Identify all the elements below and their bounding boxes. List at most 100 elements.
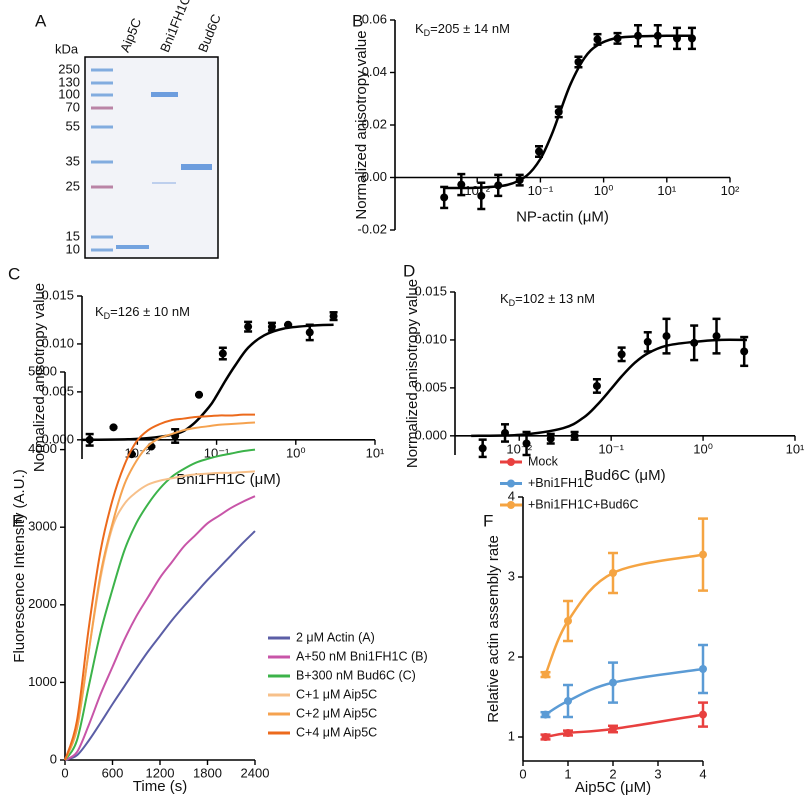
point [535, 147, 544, 156]
series-curve [544, 553, 704, 676]
point [541, 670, 550, 679]
y-tick-label: 1 [508, 728, 515, 743]
point [687, 34, 696, 43]
point [653, 31, 662, 40]
y-tick-label: 5000 [28, 363, 57, 378]
x-axis-title: Bni1FH1C (μM) [176, 471, 281, 488]
x-tick-label: 1 [564, 766, 571, 781]
point [494, 181, 503, 190]
annotation-part: D [104, 311, 111, 321]
x-axis-title: Aip5C (μM) [575, 779, 651, 796]
point [617, 350, 626, 359]
point [643, 337, 652, 346]
point [673, 34, 682, 43]
annotation-part: K [415, 21, 424, 36]
point [284, 320, 293, 329]
panel-label: C [8, 264, 20, 283]
legend-label: +Bni1FH1C [528, 476, 593, 490]
x-tick-label: 2400 [241, 765, 270, 780]
point [440, 193, 449, 202]
x-tick-label: 10⁰ [286, 445, 306, 460]
series-curve [544, 667, 704, 716]
point [690, 338, 699, 347]
y-tick-label: 2000 [28, 596, 57, 611]
fit-curve [444, 34, 692, 190]
legend-label: C+4 μM Aip5C [296, 725, 377, 739]
marker-label: 55 [66, 118, 80, 133]
point [564, 697, 572, 705]
annotation: KD=102 ± 13 nM [500, 291, 595, 308]
ladder-band [91, 81, 113, 85]
marker-label: 250 [58, 61, 80, 76]
point [613, 34, 622, 43]
point [541, 733, 550, 741]
point [609, 725, 617, 733]
legend-label: Mock [528, 454, 559, 468]
point [564, 617, 572, 625]
point [609, 569, 617, 577]
lane-label: Bni1FH1C [157, 0, 193, 54]
ladder-band [91, 185, 113, 189]
x-tick-label: 10⁰ [693, 441, 713, 456]
point [541, 710, 550, 719]
legend-label: C+1 μM Aip5C [296, 687, 377, 701]
gel-frame [84, 56, 219, 259]
y-tick-label: 0.000 [41, 431, 74, 446]
panel-label: A [35, 11, 47, 30]
x-tick-label: 1200 [146, 765, 175, 780]
legend-dot [507, 501, 515, 509]
y-tick-label: 0.010 [41, 335, 74, 350]
point [554, 107, 563, 116]
series-line [64, 421, 256, 761]
legend-dot [507, 479, 515, 488]
point [477, 191, 486, 200]
point [546, 434, 555, 443]
y-tick-label: 0.005 [414, 379, 447, 394]
y-tick-label: -0.02 [357, 221, 387, 236]
point [593, 35, 602, 44]
annotation-part: K [95, 304, 104, 319]
point [574, 58, 583, 66]
legend-dot [507, 458, 515, 466]
series-line [64, 448, 256, 761]
x-tick-label: 4 [699, 766, 706, 781]
x-axis-title: Bud6C (μM) [584, 467, 665, 484]
y-tick-label: 0.02 [362, 116, 387, 131]
band [151, 92, 178, 97]
panel-label: E [12, 511, 23, 530]
annotation: KD=205 ± 14 nM [415, 21, 510, 38]
x-tick-label: 0 [61, 765, 68, 780]
legend-label: 2 μM Actin (A) [296, 630, 375, 644]
annotation-part: D [509, 298, 516, 308]
ladder-band [91, 248, 113, 252]
annotation-part: =205 ± 14 nM [430, 21, 510, 36]
marker-label: 15 [66, 228, 80, 243]
legend-label: C+2 μM Aip5C [296, 706, 377, 720]
annotation-part: K [500, 291, 509, 306]
x-tick-label: 10⁻¹ [528, 183, 554, 198]
point [699, 550, 707, 559]
point [522, 439, 531, 448]
point [478, 444, 487, 453]
point [244, 322, 253, 331]
x-tick-label: 1800 [193, 765, 222, 780]
gel-unit: kDa [55, 41, 79, 56]
y-tick-label: 0 [50, 751, 57, 766]
point [609, 678, 617, 687]
y-axis-title: Relative actin assembly rate [485, 535, 502, 723]
y-tick-label: 0.015 [41, 287, 74, 302]
ladder-band [91, 68, 113, 72]
point [329, 312, 338, 321]
band [181, 164, 212, 170]
x-tick-label: 0 [519, 766, 526, 781]
y-tick-label: 0.015 [414, 283, 447, 298]
y-tick-label: 2 [508, 648, 515, 663]
x-tick-label: 2 [609, 766, 616, 781]
y-axis-title: Normalized anisotropy value [353, 30, 370, 219]
point [712, 332, 721, 341]
y-tick-label: 0.04 [362, 64, 387, 79]
y-tick-label: 0.000 [414, 427, 447, 442]
series-curve [545, 713, 704, 739]
marker-label: 35 [66, 153, 80, 168]
